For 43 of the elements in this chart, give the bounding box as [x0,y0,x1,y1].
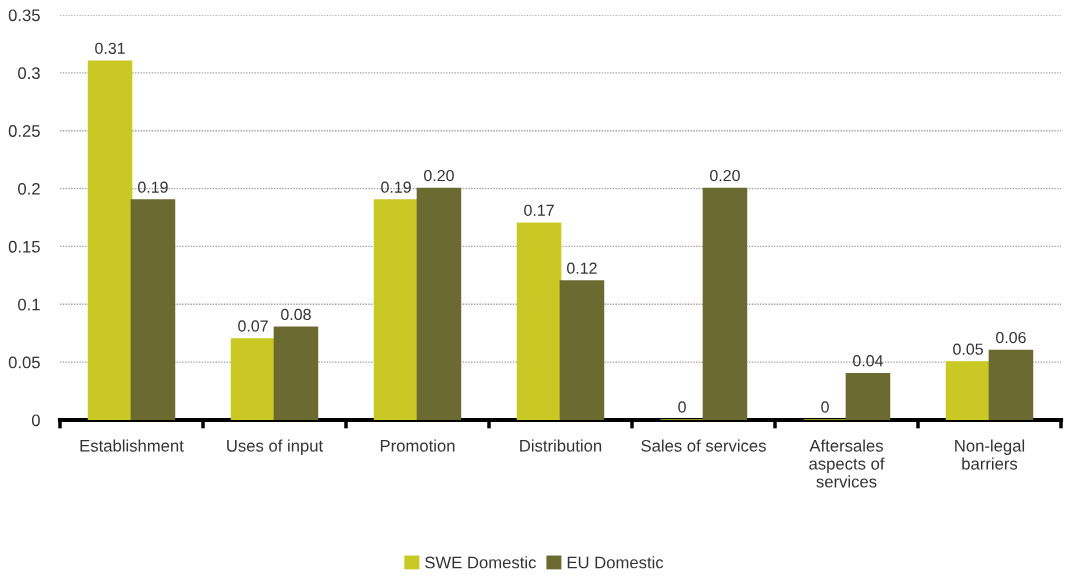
y-tick-label: 0.25 [8,125,40,137]
y-tick-label: 0.1 [18,298,40,311]
bar [559,280,605,420]
data-label: 0.20 [424,169,454,182]
bar [273,326,319,420]
legend-label: EU Domestic [567,556,664,569]
data-label: 0.04 [853,355,884,367]
y-tick-label: 0.2 [18,182,40,195]
data-label: 0.06 [996,331,1026,344]
bar [373,199,419,420]
data-label: 0.08 [281,308,311,321]
bar [988,349,1034,420]
x-tick-label: Non-legal barriers [955,439,1025,470]
data-label: 0 [821,401,829,413]
bar [845,372,891,420]
data-label: 0 [678,401,686,413]
bar [87,60,133,420]
bar [416,187,462,420]
x-tick-label: Establishment [80,439,184,452]
data-label: 0.07 [238,320,268,332]
data-label: 0.19 [381,181,411,193]
y-tick-label: 0.3 [18,67,40,80]
bar [230,338,276,420]
data-label: 0.31 [95,42,125,54]
x-tick-label: Promotion [380,439,455,452]
data-label: 0.19 [138,181,168,193]
y-tick-label: 0.35 [8,9,40,22]
data-label: 0.05 [953,343,983,355]
y-tick-label: 0.05 [8,356,40,369]
bar [516,222,562,420]
bar [130,199,176,420]
x-tick-label: Distribution [520,439,602,452]
x-tick-label: Aftersales aspects of services [809,439,885,488]
data-label: 0.17 [524,204,554,216]
data-label: 0.20 [710,169,740,182]
data-label: 0.12 [567,262,597,274]
y-tick-label: 0.15 [8,240,40,253]
bar [702,187,748,420]
bar [945,361,991,420]
legend-label: SWE Domestic [425,556,536,569]
x-tick-label: Uses of input [227,439,324,455]
y-tick-label: 0 [31,414,40,427]
x-tick-label: Sales of services [641,439,766,452]
